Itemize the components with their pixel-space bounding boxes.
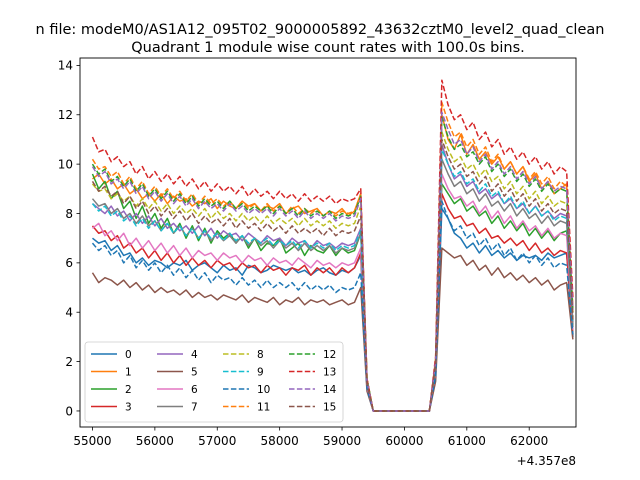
series-line-0 <box>92 207 574 412</box>
x-tick-label: 58000 <box>261 434 299 448</box>
x-tick-label: 59000 <box>323 434 361 448</box>
y-tick-label: 12 <box>58 108 73 122</box>
x-tick-label: 57000 <box>198 434 236 448</box>
series-line-5 <box>91 247 574 412</box>
series-line-14 <box>91 111 574 412</box>
legend-label-8: 8 <box>257 349 264 361</box>
series-line-6 <box>92 173 574 412</box>
legend-label-1: 1 <box>125 366 132 378</box>
y-tick-label: 10 <box>58 157 73 171</box>
x-tick-label: 60000 <box>385 434 423 448</box>
series-line-15 <box>91 138 574 412</box>
x-axis: 55000 56000 57000 58000 59000 60000 61000 62000 <box>73 427 548 448</box>
legend-label-15: 15 <box>323 401 336 413</box>
chart-title: Quadrant 1 module wise count rates with … <box>131 40 525 56</box>
legend-label-2: 2 <box>125 384 132 396</box>
series-line-4 <box>92 143 574 412</box>
legend-label-14: 14 <box>323 384 337 396</box>
y-tick-label: 8 <box>65 207 73 221</box>
y-tick-label: 0 <box>65 404 73 418</box>
y-tick-label: 6 <box>65 256 73 270</box>
series-line-8 <box>91 131 574 412</box>
legend-label-4: 4 <box>191 349 198 361</box>
legend-label-10: 10 <box>257 384 270 396</box>
legend-box <box>84 341 344 423</box>
legend-label-11: 11 <box>257 401 270 413</box>
y-tick-label: 14 <box>58 59 73 73</box>
series-line-11 <box>91 101 574 412</box>
series-line-10 <box>91 200 574 412</box>
x-axis-offset-label: +4.357e8 <box>517 454 576 468</box>
legend-label-12: 12 <box>323 349 336 361</box>
x-tick-label: 62000 <box>510 434 548 448</box>
y-tick-label: 4 <box>65 306 73 320</box>
y-axis: 0 2 4 6 8 10 12 14 <box>58 59 80 418</box>
legend-label-9: 9 <box>257 366 264 378</box>
series-line-12 <box>91 116 574 412</box>
y-tick-label: 2 <box>65 355 73 369</box>
legend-label-13: 13 <box>323 366 336 378</box>
legend-label-7: 7 <box>191 401 198 413</box>
series-line-13 <box>91 79 574 412</box>
legend-label-5: 5 <box>191 366 198 378</box>
series-line-9 <box>91 148 574 412</box>
series-line-3 <box>91 193 574 412</box>
legend-label-0: 0 <box>125 349 132 361</box>
legend-label-3: 3 <box>125 401 132 413</box>
x-tick-label: 61000 <box>448 434 486 448</box>
legend-label-6: 6 <box>191 384 198 396</box>
x-tick-label: 55000 <box>73 434 111 448</box>
series-line-1 <box>92 114 574 412</box>
figure-suptitle: n file: modeM0/AS1A12_095T02_9000005892_… <box>36 22 605 38</box>
plot-area <box>91 79 574 412</box>
x-tick-label: 56000 <box>136 434 174 448</box>
axes-frame <box>79 57 577 428</box>
